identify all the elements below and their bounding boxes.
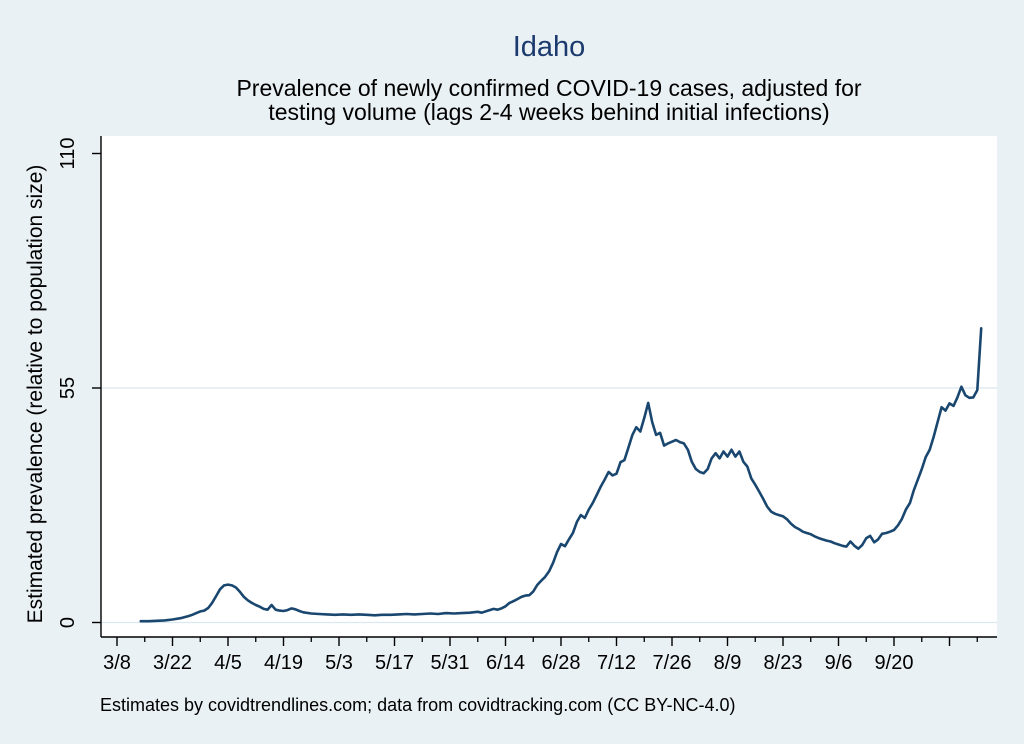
chart-subtitle-line1: Prevalence of newly confirmed COVID-19 c…	[236, 75, 862, 101]
x-tick-label: 5/3	[325, 652, 353, 674]
x-tick-label: 5/31	[431, 652, 470, 674]
y-tick-label: 55	[57, 377, 79, 399]
x-tick-label: 4/5	[214, 652, 242, 674]
x-tick-label: 3/22	[153, 652, 192, 674]
data-line	[139, 326, 983, 623]
x-tick-label: 6/28	[542, 652, 581, 674]
x-tick-label: 9/20	[875, 652, 914, 674]
y-tick-label: 110	[57, 138, 79, 170]
x-tick-label: 7/26	[653, 652, 692, 674]
x-tick-label: 8/9	[714, 652, 742, 674]
chart-subtitle-line2: testing volume (lags 2-4 weeks behind in…	[268, 99, 830, 125]
plot-background	[101, 136, 997, 637]
x-tick-label: 9/6	[825, 652, 853, 674]
x-tick-label: 5/17	[375, 652, 414, 674]
chart-subtitle: Prevalence of newly confirmed COVID-19 c…	[101, 76, 997, 124]
x-tick-label: 6/14	[486, 652, 525, 674]
source-caption: Estimates by covidtrendlines.com; data f…	[100, 695, 736, 715]
x-tick-label: 7/12	[597, 652, 636, 674]
y-tick-label: 0	[57, 617, 79, 628]
chart-title: Idaho	[512, 31, 586, 63]
x-tick-label: 3/8	[103, 652, 131, 674]
x-tick-label: 8/23	[764, 652, 803, 674]
x-tick-label: 4/19	[264, 652, 303, 674]
